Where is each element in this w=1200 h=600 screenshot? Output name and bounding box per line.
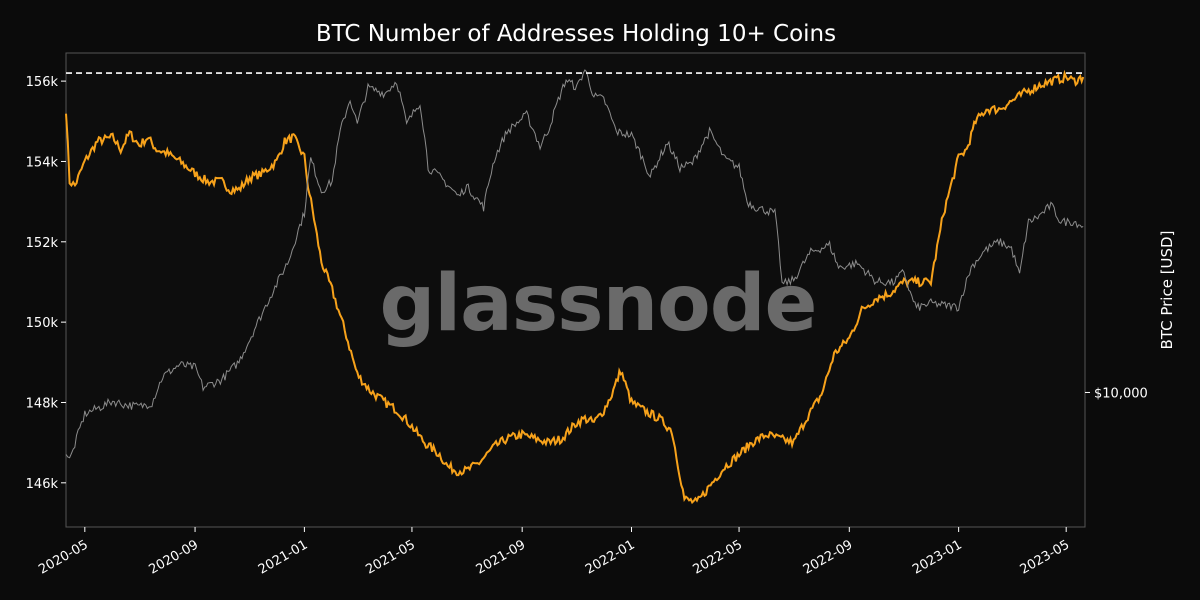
y-tick-label: 150k (26, 316, 59, 331)
y-tick-label: 148k (26, 396, 59, 411)
y2-axis-title: BTC Price [USD] (1158, 231, 1176, 350)
chart-title: BTC Number of Addresses Holding 10+ Coin… (316, 21, 836, 47)
series-line-btc_price (65, 69, 1084, 459)
y-tick-label: 154k (26, 155, 59, 170)
watermark-text: glassnode (380, 259, 817, 349)
y-tick-label: 152k (26, 236, 59, 251)
y-tick-label: 146k (26, 477, 59, 492)
plot-area (65, 52, 1086, 528)
y-tick-label: 156k (26, 75, 59, 90)
series-line-addresses (65, 69, 1085, 505)
plot-layer (65, 69, 1085, 505)
y2-tick-label: $10,000 (1094, 386, 1148, 401)
